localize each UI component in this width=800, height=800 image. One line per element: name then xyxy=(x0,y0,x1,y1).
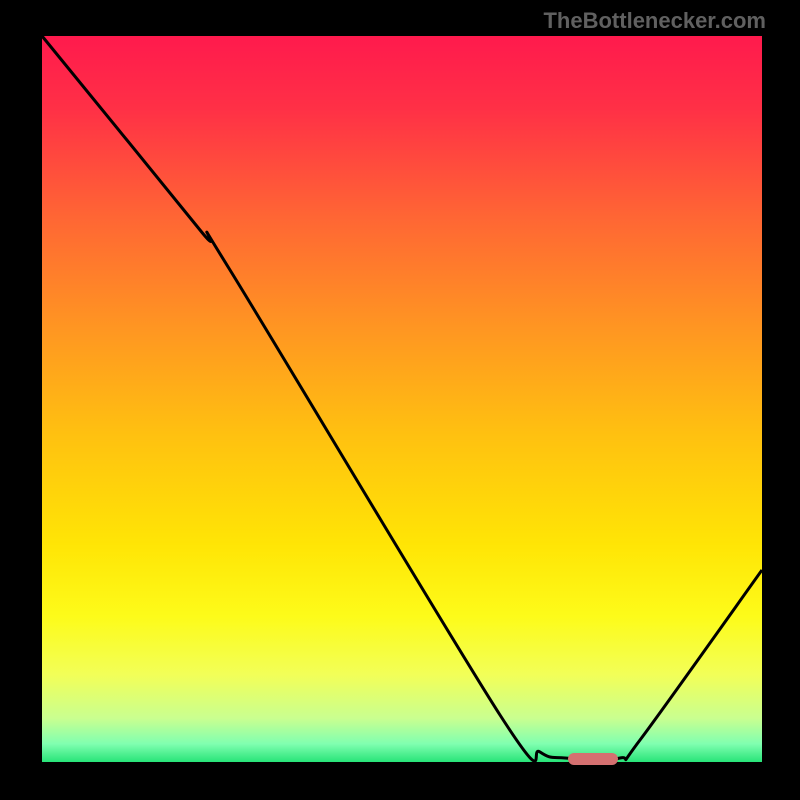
curve-overlay xyxy=(0,0,800,800)
chart-container: TheBottlenecker.com xyxy=(0,0,800,800)
optimal-marker xyxy=(568,753,618,765)
bottleneck-curve xyxy=(42,36,762,761)
watermark-text: TheBottlenecker.com xyxy=(543,8,766,34)
